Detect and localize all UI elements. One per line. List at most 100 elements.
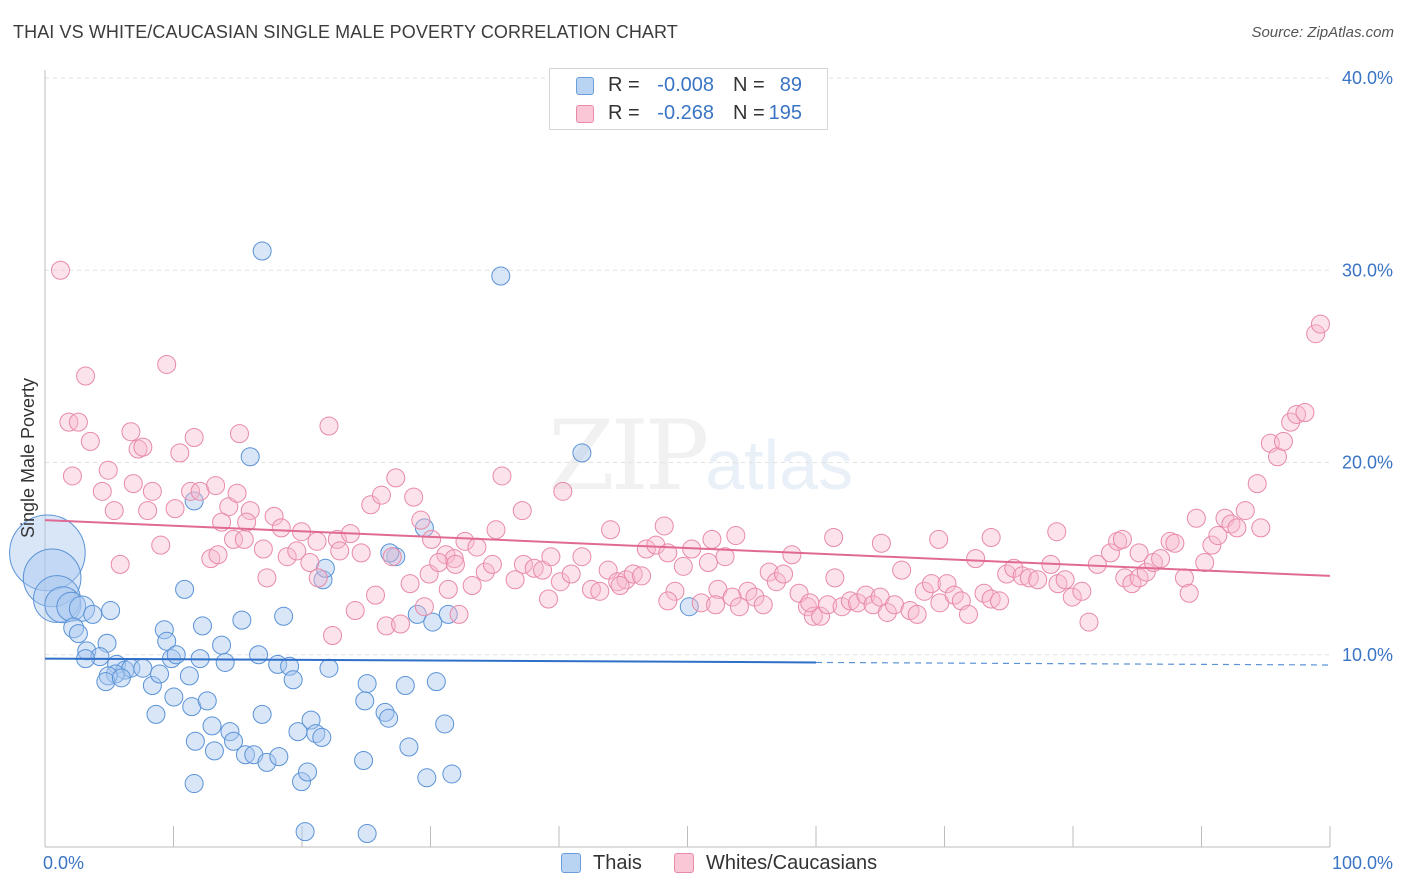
whites-point [170, 443, 190, 463]
bottom-legend: Thais Whites/Caucasians [0, 851, 1406, 879]
thais-point [192, 616, 212, 636]
whites-point [80, 431, 100, 451]
whites-point [104, 501, 124, 521]
whites-point [142, 481, 162, 501]
whites-point [123, 474, 143, 494]
whites-point [1072, 581, 1092, 601]
legend-r-value: -0.268 [657, 102, 714, 124]
thais-point [355, 691, 375, 711]
thais-point [83, 604, 103, 624]
whites-point [240, 501, 260, 521]
whites-point [1195, 552, 1215, 572]
whites-point [361, 495, 381, 515]
whites-point [601, 520, 621, 540]
whites-point [330, 541, 350, 561]
thais-point [491, 266, 511, 286]
whites-point [253, 539, 273, 559]
whites-point [184, 428, 204, 448]
thais-point [175, 579, 195, 599]
thais-point [166, 645, 186, 665]
thais-point [357, 824, 377, 844]
whites-point [224, 529, 244, 549]
whites-point [287, 541, 307, 561]
thais-point [197, 691, 217, 711]
whites-point [438, 579, 458, 599]
whites-point [1208, 526, 1228, 546]
whites-point [825, 568, 845, 588]
thais-point [133, 658, 153, 678]
y-axis-label: Single Male Poverty [18, 378, 38, 538]
whites-point [698, 552, 718, 572]
whites-point [444, 549, 464, 569]
x-tick-label: 0.0% [43, 853, 84, 873]
whites-point [824, 527, 844, 547]
thais-point [240, 447, 260, 467]
whites-point [782, 545, 802, 565]
whites-point [76, 366, 96, 386]
chart-source: Source: ZipAtlas.com [1251, 24, 1394, 41]
watermark-atlas: atlas [705, 426, 854, 504]
thais-point [142, 676, 162, 696]
thais-point [423, 612, 443, 632]
legend-row-thais: R = -0.008 N = 89 [550, 72, 827, 100]
whites-point [1310, 314, 1330, 334]
whites-point [62, 466, 82, 486]
whites-point [726, 526, 746, 546]
whites-point [759, 562, 779, 582]
thais-point [572, 443, 592, 463]
thais-point [312, 727, 332, 747]
thais-point [179, 666, 199, 686]
whites-swatch [674, 853, 694, 873]
whites-point [68, 412, 88, 432]
whites-point [365, 585, 385, 605]
whites-point [1047, 522, 1067, 542]
thais-point [306, 724, 326, 744]
thais-point [297, 762, 317, 782]
thais-point [224, 731, 244, 751]
whites-point [1004, 558, 1024, 578]
thais-point [252, 241, 272, 261]
thais-point [417, 768, 437, 788]
whites-point [208, 545, 228, 565]
whites-point [907, 604, 927, 624]
whites-point [706, 595, 726, 615]
whites-point [212, 512, 232, 532]
whites-point [1251, 518, 1271, 538]
thais-point [249, 645, 269, 665]
axis-layer [44, 70, 1331, 848]
thais-point [184, 774, 204, 794]
thais-point [357, 674, 377, 694]
whites-point [1100, 543, 1120, 563]
thais-point [232, 610, 252, 630]
legend-n-value: 195 [768, 102, 802, 124]
watermark: ZIPatlas [548, 400, 853, 512]
whites-point [914, 581, 934, 601]
whites-point [1235, 501, 1255, 521]
thais-trend-line [44, 657, 817, 664]
thais-point [375, 702, 395, 722]
whites-point [157, 354, 177, 374]
whites-point [271, 518, 291, 538]
chart-title: THAI VS WHITE/CAUCASIAN SINGLE MALE POVE… [13, 22, 678, 42]
whites-point [264, 506, 284, 526]
whites-point [561, 564, 581, 584]
whites-point [319, 416, 339, 436]
thais-point [204, 741, 224, 761]
whites-point [400, 574, 420, 594]
whites-point [715, 547, 735, 567]
whites-point [1129, 543, 1149, 563]
whites-point [1281, 412, 1301, 432]
thais-point [399, 737, 419, 757]
whites-point [467, 537, 487, 557]
thais-point [63, 617, 85, 639]
whites-point [892, 560, 912, 580]
whites-point [665, 581, 685, 601]
whites-point [404, 487, 424, 507]
thais-point [292, 772, 312, 792]
whites-point [110, 554, 130, 574]
whites-point [382, 547, 402, 567]
whites-point [429, 552, 449, 572]
whites-points [51, 260, 1330, 646]
whites-point [234, 529, 254, 549]
bottom-legend-whites-label: Whites/Caucasians [706, 852, 878, 874]
